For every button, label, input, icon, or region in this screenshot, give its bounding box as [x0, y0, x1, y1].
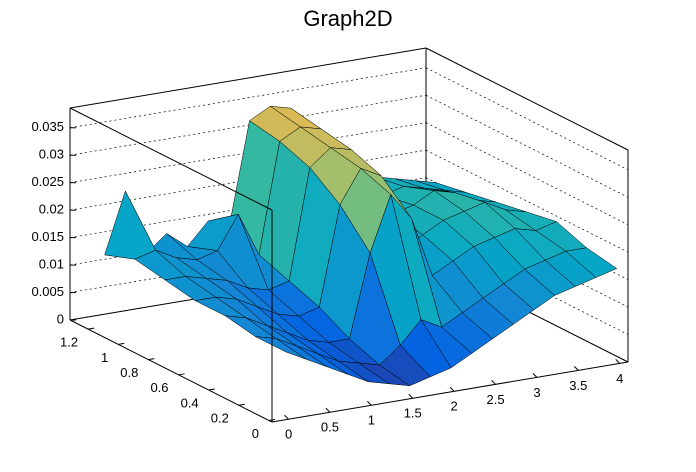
x-tick-label: 3 [533, 385, 540, 400]
x-tick-label: 0.5 [321, 420, 339, 435]
z-tick-label: 0.01 [39, 257, 64, 272]
x-tick-label: 2 [451, 399, 458, 414]
y-tick [88, 327, 95, 330]
z-tick-label: 0.005 [31, 284, 64, 299]
z-tick-label: 0.035 [31, 119, 64, 134]
x-tick [573, 366, 579, 371]
z-tick-label: 0.015 [31, 229, 64, 244]
grid-line [69, 94, 427, 156]
x-tick-label: 1.5 [404, 406, 422, 421]
x-tick [449, 386, 455, 392]
x-tick [284, 414, 289, 420]
surface-cell [255, 336, 307, 360]
box-edge [69, 47, 427, 109]
box-edge [425, 47, 629, 151]
x-tick-label: 0 [285, 427, 292, 442]
y-tick-label: 1.2 [60, 335, 78, 350]
z-tick-label: 0.025 [31, 174, 64, 189]
y-tick-label: 0.4 [181, 395, 199, 410]
x-tick-label: 1 [368, 413, 375, 428]
y-tick [148, 358, 155, 361]
z-tick-label: 0.03 [39, 147, 64, 162]
z-tick-label: 0.02 [39, 202, 64, 217]
x-tick [532, 372, 538, 378]
y-tick-label: 0.8 [120, 365, 138, 380]
grid-line [425, 67, 629, 171]
y-tick [208, 388, 215, 391]
x-tick-label: 2.5 [486, 392, 504, 407]
grid-line [425, 94, 629, 198]
grid-line [69, 67, 427, 129]
y-tick [268, 418, 276, 421]
y-tick [178, 373, 185, 376]
box-edge [69, 319, 273, 423]
y-tick [238, 403, 245, 406]
y-tick-label: 1 [101, 350, 108, 365]
chart-title: Graph2D [303, 6, 392, 31]
y-tick [118, 342, 125, 345]
x-tick [615, 359, 621, 364]
surface-cell [104, 190, 156, 260]
box-edge [69, 107, 273, 211]
x-tick [325, 407, 331, 413]
x-tick-label: 4 [616, 371, 623, 386]
x-tick [491, 379, 496, 385]
y-tick-label: 0.2 [211, 411, 229, 426]
z-tick-label: 0 [57, 311, 64, 326]
x-tick [408, 393, 414, 399]
y-tick-label: 0 [252, 426, 259, 441]
x-tick-label: 3.5 [569, 378, 587, 393]
box-edge [271, 361, 629, 423]
x-tick [366, 400, 372, 406]
y-tick-label: 0.6 [150, 380, 168, 395]
